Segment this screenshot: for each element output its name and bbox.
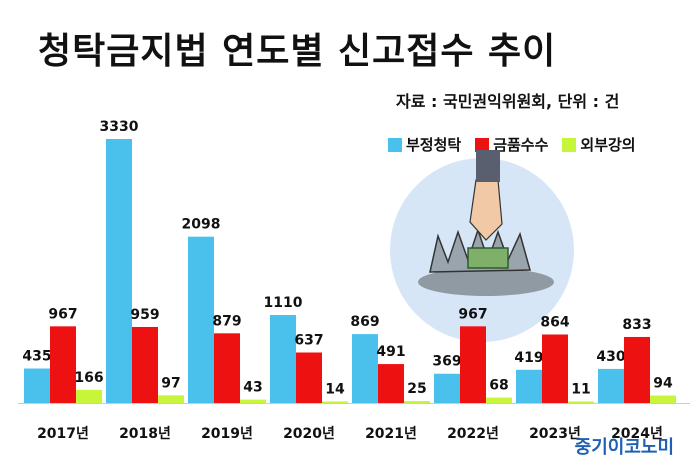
bar-3-3 [240,399,266,403]
chart-legend: 부정청탁 금품수수 외부강의 [388,134,636,155]
legend-swatch-3 [562,137,577,152]
legend-swatch-2 [475,137,490,152]
data-label-2-3: 879 [212,313,241,329]
legend-item-2: 금품수수 [475,134,548,155]
data-label-3-7: 11 [571,382,590,398]
bar-1-4 [270,315,296,403]
bar-2-4 [296,352,322,403]
data-label-2-1: 967 [48,306,77,322]
data-label-3-1: 166 [74,370,103,386]
bar-3-7 [568,401,594,403]
data-label-3-4: 14 [325,382,345,398]
bar-1-6 [434,373,460,403]
legend-swatch-1 [388,137,402,152]
bar-2-1 [50,326,76,403]
data-label-1-4: 1110 [264,295,303,311]
bar-2-8 [624,336,650,403]
bar-1-8 [598,368,624,403]
legend-label-2: 금품수수 [493,136,549,154]
legend-label-3: 외부강의 [580,136,636,154]
data-label-2-6: 967 [458,306,487,322]
data-label-3-5: 25 [407,381,426,397]
money-icon [467,247,509,269]
data-label-2-7: 864 [540,315,569,331]
bar-2-3 [214,333,240,403]
x-tick-label-1: 2017년 [37,426,89,442]
x-tick-label-5: 2021년 [365,426,417,442]
source-note: 자료 : 국민권익위원회, 단위 : 건 [396,92,620,111]
data-label-3-3: 43 [243,380,262,396]
data-label-3-6: 68 [489,378,508,394]
bar-3-6 [486,397,512,403]
bar-2-6 [460,326,486,403]
data-label-1-3: 2098 [182,217,221,233]
data-label-3-2: 97 [161,375,180,391]
legend-label-1: 부정청탁 [406,136,462,154]
data-label-1-1: 435 [22,349,51,365]
bar-2-5 [378,364,404,403]
data-label-1-2: 3330 [100,119,139,135]
data-label-1-8: 430 [596,349,625,365]
bar-3-4 [322,401,348,403]
x-tick-label-7: 2023년 [529,426,581,442]
bar-1-3 [188,236,214,403]
x-tick-label-4: 2020년 [283,426,335,442]
x-tick-label-2: 2018년 [119,426,171,442]
bar-2-7 [542,334,568,403]
x-tick-label-8: 2024년 [611,426,663,442]
x-tick-label-3: 2019년 [201,426,253,442]
page-title: 청탁금지법 연도별 신고접수 추이 [38,31,557,72]
legend-item-3: 외부강의 [562,134,636,155]
bar-3-1 [76,389,102,403]
data-label-2-4: 637 [294,332,323,348]
bar-1-2 [106,139,132,403]
watermark-logo: 중기이코노미 [574,437,674,458]
sleeve-icon [476,150,500,182]
data-label-2-5: 491 [376,344,405,360]
data-label-3-8: 94 [653,376,673,392]
data-label-1-7: 419 [514,350,543,366]
bar-1-1 [24,368,50,403]
bar-1-7 [516,369,542,403]
data-label-1-6: 369 [432,354,461,370]
bar-3-2 [158,395,184,403]
bar-3-5 [404,401,430,403]
bar-3-8 [650,395,676,403]
data-label-2-8: 833 [622,317,651,333]
x-tick-label-6: 2022년 [447,426,499,442]
trap-base-icon [418,268,554,296]
data-label-2-2: 959 [130,307,159,323]
data-label-1-5: 869 [350,314,379,330]
legend-item-1: 부정청탁 [388,134,461,155]
bar-2-2 [132,326,158,403]
bar-1-5 [352,334,378,403]
